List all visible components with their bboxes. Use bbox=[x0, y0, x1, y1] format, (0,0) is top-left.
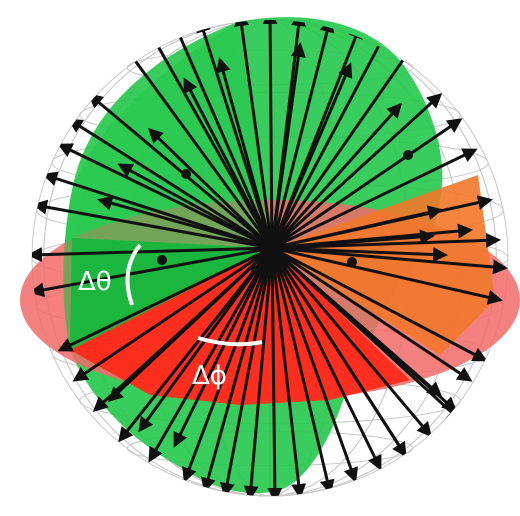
delta-theta-label: Δθ bbox=[78, 267, 112, 297]
vector-arrow bbox=[148, 247, 274, 463]
vector-arrow bbox=[148, 29, 274, 249]
vector-arrow bbox=[271, 118, 463, 250]
vector-arrow bbox=[267, 247, 283, 496]
vector-arrow bbox=[57, 246, 273, 352]
delta-phi-arc bbox=[197, 336, 263, 347]
vector-arrow bbox=[270, 247, 307, 496]
vector-arrow bbox=[270, 20, 335, 249]
vector-arrow bbox=[107, 246, 274, 403]
vector-arrow bbox=[271, 246, 488, 362]
vector-arrow bbox=[183, 77, 274, 249]
red-wedge bbox=[70, 248, 410, 405]
vector-arrow bbox=[57, 143, 273, 250]
vector-arrow bbox=[271, 246, 473, 382]
vector-arrow bbox=[243, 247, 274, 496]
vector-arrow bbox=[270, 102, 403, 250]
vector-dots bbox=[157, 150, 413, 274]
vector-arrow bbox=[270, 47, 412, 249]
vector-arrow bbox=[172, 22, 274, 249]
delta-theta-arc bbox=[125, 243, 142, 306]
vector-arrow bbox=[271, 205, 443, 250]
vector-arrow bbox=[271, 246, 508, 275]
vector-arrow bbox=[97, 196, 273, 250]
vector-arrow bbox=[270, 247, 382, 471]
vector-arrow bbox=[271, 246, 448, 263]
vector-arrow bbox=[270, 247, 432, 438]
vector-arrow bbox=[118, 37, 274, 249]
vector-arrow bbox=[173, 247, 274, 448]
vector-arrow bbox=[270, 247, 335, 495]
vector-arrow bbox=[270, 247, 417, 473]
vector-arrow bbox=[87, 93, 273, 250]
orange-wedge bbox=[272, 175, 495, 355]
vector-arrow bbox=[118, 247, 274, 443]
vector-arrow bbox=[200, 247, 274, 493]
vector-arrow bbox=[42, 171, 273, 250]
vector-arrow bbox=[32, 199, 273, 250]
vector-arrows bbox=[32, 20, 508, 496]
vector-arrow bbox=[117, 163, 273, 250]
vector-arrow bbox=[219, 247, 274, 496]
vector-arrow bbox=[72, 246, 273, 382]
vector-arrow bbox=[271, 246, 503, 305]
vector-arrow bbox=[234, 20, 274, 249]
vector-arrow bbox=[270, 62, 353, 249]
vector-arrow bbox=[270, 247, 359, 483]
vector-arrow bbox=[262, 20, 278, 249]
vector-arrow bbox=[182, 247, 274, 483]
vector-arrow bbox=[67, 118, 273, 250]
vector-arrow bbox=[32, 246, 273, 298]
vector-arrow bbox=[271, 148, 478, 250]
vector-arrow bbox=[270, 42, 306, 249]
vector-arrow bbox=[147, 127, 274, 250]
vector-arrow bbox=[271, 229, 435, 250]
vector-arrow bbox=[270, 246, 463, 423]
vector-arrow bbox=[270, 31, 387, 249]
vector-arrow bbox=[32, 246, 273, 263]
vector-arrow bbox=[270, 92, 443, 250]
vector-arrow bbox=[215, 57, 274, 249]
delta-phi-label: Δϕ bbox=[192, 361, 227, 391]
